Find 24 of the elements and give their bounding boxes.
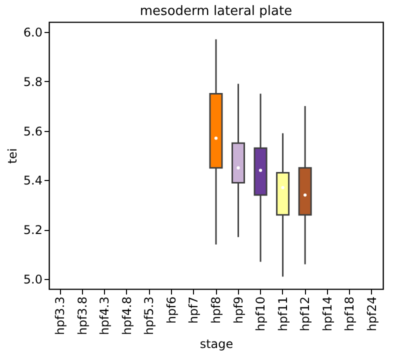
y-tick-label: 6.0 [23,25,42,40]
x-tick-label: hpf3.3 [53,296,68,336]
x-tick-label: hpf4.3 [98,296,112,336]
x-tick-label: hpf12 [298,296,312,332]
x-tick-label: hpf9 [231,296,246,324]
x-tick-label: hpf8 [209,296,223,324]
x-tick-label: hpf6 [164,296,178,324]
x-tick-label: hpf24 [364,296,379,332]
x-tick-label: hpf7 [186,296,201,324]
y-axis-title: tei [5,148,20,164]
y-tick-label: 5.4 [23,174,42,188]
y-tick-label: 5.6 [23,124,42,138]
x-tick-label: hpf10 [254,296,268,332]
x-tick-label: hpf18 [342,296,357,332]
chart-title: mesoderm lateral plate [140,4,292,19]
x-tick-label: hpf3.8 [75,296,90,336]
x-tick-label: hpf14 [320,296,334,332]
y-tick-label: 5.0 [23,272,42,287]
x-axis-title: stage [200,337,234,352]
y-tick-label: 5.8 [23,74,42,89]
x-tick-label: hpf4.8 [120,296,134,336]
x-tick-label: hpf5.3 [142,296,156,336]
y-tick-label: 5.2 [23,223,42,238]
x-tick-label: hpf11 [276,296,290,332]
